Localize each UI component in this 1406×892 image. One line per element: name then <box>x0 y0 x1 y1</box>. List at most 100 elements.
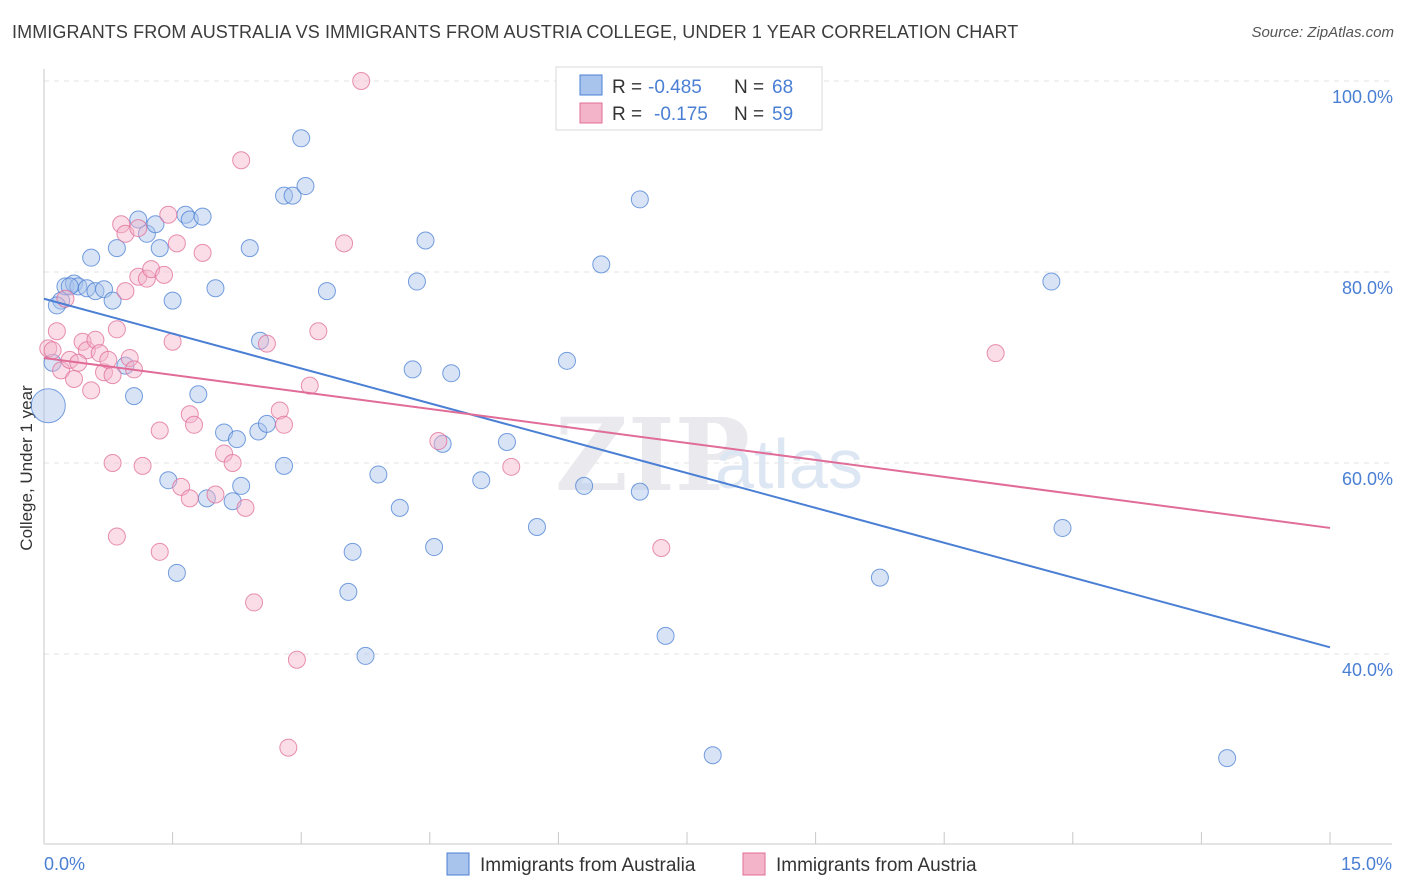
point-austria <box>300 376 319 395</box>
point-australia <box>442 364 461 383</box>
bottom-legend-label-austria: Immigrants from Austria <box>776 855 977 876</box>
point-austria <box>257 334 276 353</box>
trendline-austria <box>43 356 1331 529</box>
x-tick-label-max: 15.0% <box>1341 854 1392 874</box>
point-austria <box>47 322 66 341</box>
point-australia <box>339 582 358 601</box>
point-australia <box>167 563 186 582</box>
point-austria <box>275 415 294 434</box>
x-tick-label-min: 0.0% <box>44 854 85 874</box>
legend-swatch-australia <box>579 74 603 96</box>
point-australia <box>146 215 165 234</box>
point-austria <box>86 330 105 349</box>
point-australia <box>630 190 649 209</box>
y-tick-labels: 100.0% 80.0% 60.0% 40.0% <box>1332 87 1393 680</box>
point-australia <box>206 279 225 298</box>
point-australia <box>472 471 491 490</box>
point-australia <box>317 282 336 301</box>
point-australia <box>557 351 576 370</box>
point-australia <box>150 239 169 258</box>
point-australia <box>656 626 675 645</box>
point-austria <box>116 282 135 301</box>
point-austria <box>185 415 204 434</box>
point-australia <box>630 482 649 501</box>
point-australia <box>870 568 889 587</box>
y-tick-label: 100.0% <box>1332 87 1393 107</box>
point-australia <box>403 360 422 379</box>
point-australia <box>296 177 315 196</box>
watermark: ZIP atlas <box>555 396 863 514</box>
chart-source: Source: ZipAtlas.com <box>1251 24 1394 41</box>
point-austria <box>133 456 152 475</box>
point-australia <box>257 414 276 433</box>
point-austria <box>236 498 255 517</box>
point-austria <box>245 593 264 612</box>
point-australia <box>163 291 182 310</box>
y-axis-label: College, Under 1 year <box>17 385 36 551</box>
point-austria <box>150 542 169 561</box>
point-austria <box>180 489 199 508</box>
point-austria <box>82 381 101 400</box>
point-austria <box>206 485 225 504</box>
point-austria <box>107 320 126 339</box>
point-australia <box>82 248 101 267</box>
point-austria <box>65 369 84 388</box>
point-austria <box>232 151 251 170</box>
point-australia <box>189 385 208 404</box>
legend-n-label: N = <box>734 77 764 98</box>
axes <box>43 69 1392 845</box>
trendlines <box>43 297 1331 649</box>
point-austria <box>155 265 174 284</box>
point-austria <box>129 219 148 238</box>
point-austria <box>223 454 242 472</box>
point-australia <box>283 186 302 205</box>
point-austria <box>120 348 139 367</box>
point-austria <box>167 234 186 253</box>
point-austria <box>107 527 126 546</box>
point-australia <box>103 291 122 310</box>
point-australia <box>275 456 294 475</box>
point-australia <box>356 646 375 665</box>
point-austria <box>986 344 1005 363</box>
watermark-atlas: atlas <box>715 425 863 503</box>
y-tick-label: 40.0% <box>1342 660 1393 680</box>
point-australia <box>30 388 66 424</box>
point-australia <box>1218 749 1237 768</box>
legend-n-value-austria: 59 <box>772 104 793 125</box>
point-australia <box>125 387 144 406</box>
point-australia <box>407 272 426 291</box>
point-australia <box>1053 518 1072 537</box>
point-australia <box>292 129 311 148</box>
point-australia <box>232 476 251 495</box>
legend-r-label: R = <box>612 77 642 98</box>
bottom-legend-swatch-australia <box>446 852 470 876</box>
point-australia <box>497 432 516 451</box>
point-austria <box>652 538 671 557</box>
point-austria <box>159 205 178 224</box>
point-austria <box>287 650 306 669</box>
chart-title: IMMIGRANTS FROM AUSTRALIA VS IMMIGRANTS … <box>12 22 1019 42</box>
legend-r-label: R = <box>612 104 642 125</box>
point-australia <box>107 239 126 258</box>
point-austria <box>335 234 354 253</box>
point-australia <box>343 542 362 561</box>
bottom-legend-label-australia: Immigrants from Australia <box>480 855 696 876</box>
series-legend: Immigrants from Australia Immigrants fro… <box>446 852 977 876</box>
point-australia <box>703 746 722 765</box>
point-australia <box>390 498 409 517</box>
legend-n-value-australia: 68 <box>772 77 793 98</box>
point-austria <box>429 432 448 451</box>
point-austria <box>43 341 62 360</box>
point-australia <box>227 430 246 449</box>
point-austria <box>270 401 289 420</box>
legend-n-label: N = <box>734 104 764 125</box>
point-austria <box>150 421 169 440</box>
point-austria <box>502 457 521 476</box>
trendline-australia <box>43 297 1331 649</box>
legend-r-value-australia: -0.485 <box>648 77 702 98</box>
y-tick-label: 60.0% <box>1342 469 1393 489</box>
point-australia <box>592 255 611 274</box>
correlation-legend: R = -0.485 N = 68 R = -0.175 N = 59 <box>555 66 823 131</box>
point-australia <box>1042 272 1061 291</box>
